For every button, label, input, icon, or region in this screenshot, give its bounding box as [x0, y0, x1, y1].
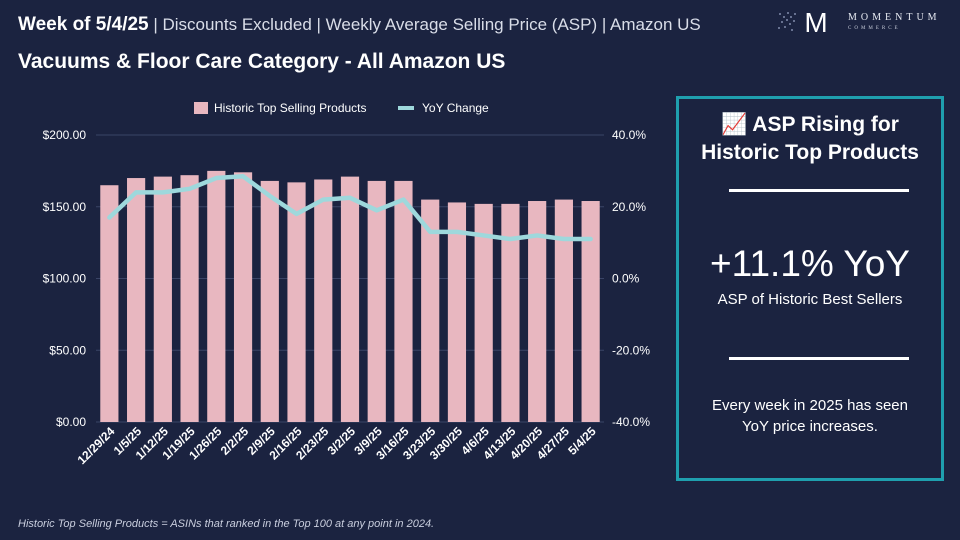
bar — [581, 201, 600, 422]
bar — [207, 170, 226, 422]
left-tick-label: $100.00 — [43, 272, 87, 286]
legend-line-label: YoY Change — [422, 101, 489, 115]
panel-divider-top — [729, 189, 909, 192]
line-point — [348, 196, 352, 200]
line-point — [268, 194, 272, 198]
bar — [447, 202, 467, 422]
line-point — [401, 198, 405, 202]
line-point — [161, 190, 165, 194]
title-context: | Discounts Excluded | Weekly Average Se… — [148, 15, 701, 34]
x-tick-label: 12/29/24 — [75, 424, 118, 467]
note-line-2: YoY price increases. — [742, 418, 878, 435]
bar — [287, 182, 306, 422]
line-point — [188, 187, 192, 191]
legend-bar-label: Historic Top Selling Products — [214, 101, 367, 115]
line-point — [482, 233, 486, 237]
logo-sub: COMMERCE — [848, 26, 901, 31]
line-point — [321, 198, 325, 202]
bar — [180, 175, 199, 422]
left-tick-label: $0.00 — [56, 415, 86, 429]
left-tick-label: $150.00 — [43, 200, 87, 214]
chart-bars — [100, 170, 600, 422]
x-tick-label: 5/4/25 — [565, 424, 599, 458]
bar — [501, 203, 520, 422]
panel-divider-bottom — [729, 357, 909, 360]
momentum-logo: M MOMENTUM COMMERCE — [776, 8, 952, 38]
panel-note: Every week in 2025 has seen YoY price in… — [689, 395, 931, 437]
legend-bar-swatch — [194, 102, 208, 114]
asp-chart: Historic Top Selling Products YoY Change… — [43, 101, 651, 467]
logo-letter: M — [804, 8, 827, 36]
x-axis-labels: 12/29/241/5/251/12/251/19/251/26/252/2/2… — [75, 424, 599, 467]
bar — [421, 199, 440, 422]
right-tick-label: -40.0% — [612, 415, 650, 429]
left-tick-label: $200.00 — [43, 128, 87, 142]
bar — [127, 178, 146, 422]
bar — [394, 180, 413, 422]
footnote: Historic Top Selling Products = ASINs th… — [18, 518, 435, 530]
logo-brand: MOMENTUM — [848, 12, 941, 23]
line-point — [508, 237, 512, 241]
x-tick-label: 2/2/25 — [218, 424, 252, 458]
title-line: Week of 5/4/25 | Discounts Excluded | We… — [18, 14, 701, 36]
headline-line-2: Historic Top Products — [701, 141, 919, 164]
bar — [367, 180, 386, 422]
panel-headline: 📈 ASP Rising for Historic Top Products — [679, 111, 941, 167]
line-point — [535, 233, 539, 237]
week-label: Week of 5/4/25 — [18, 14, 149, 35]
bar — [153, 176, 172, 422]
line-point — [589, 237, 593, 241]
chart-legend: Historic Top Selling Products YoY Change — [194, 101, 489, 115]
chart-increasing-icon: 📈 — [721, 113, 748, 136]
yoy-stat: +11.1% YoY — [710, 243, 910, 284]
bar — [314, 179, 333, 422]
chart-line — [107, 174, 593, 242]
line-point — [214, 176, 218, 180]
left-axis-ticks: $0.00 $50.00 $100.00 $150.00 $200.00 — [43, 128, 87, 429]
bar — [554, 199, 573, 422]
line-point — [375, 208, 379, 212]
right-tick-label: 40.0% — [612, 128, 646, 142]
line-point — [107, 216, 111, 220]
logo-mark-icon: M — [778, 8, 828, 36]
line-point — [428, 230, 432, 234]
line-point — [562, 237, 566, 241]
insight-panel: 📈 ASP Rising for Historic Top Products +… — [676, 96, 944, 481]
x-tick-label: 3/2/25 — [325, 424, 359, 458]
line-point — [455, 230, 459, 234]
bar — [260, 180, 279, 422]
line-point — [241, 174, 245, 178]
yoy-stat-caption: ASP of Historic Best Sellers — [717, 291, 903, 308]
page-subtitle: Vacuums & Floor Care Category - All Amaz… — [18, 50, 506, 73]
line-point — [295, 212, 299, 216]
bar — [100, 185, 119, 422]
right-tick-label: 20.0% — [612, 200, 646, 214]
right-tick-label: -20.0% — [612, 343, 650, 357]
bar — [474, 203, 493, 422]
bar — [528, 201, 547, 422]
right-axis-ticks: -40.0% -20.0% 0.0% 20.0% 40.0% — [612, 128, 650, 429]
line-point — [134, 190, 138, 194]
left-tick-label: $50.00 — [49, 343, 86, 357]
bar — [233, 172, 253, 422]
note-line-1: Every week in 2025 has seen — [712, 397, 908, 414]
headline-line-1: ASP Rising for — [752, 113, 899, 136]
right-tick-label: 0.0% — [612, 272, 640, 286]
bar — [340, 176, 360, 422]
